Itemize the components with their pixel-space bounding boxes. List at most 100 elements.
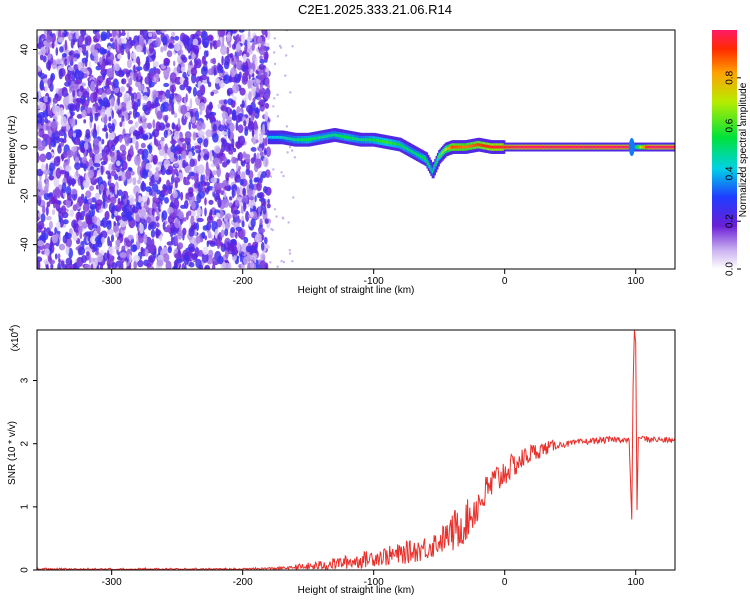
noise-cell [135,57,139,64]
noise-cell [78,35,82,47]
snr-frame [36,329,676,571]
noise-cell [227,128,231,139]
noise-cell [179,84,186,91]
noise-cell [184,200,189,209]
noise-cell [239,186,242,197]
noise-dot [270,227,273,231]
noise-cell [70,188,78,195]
noise-cell [206,35,214,41]
noise-cell [129,145,134,156]
noise-cell [113,221,116,227]
noise-cell [259,218,263,226]
noise-cell [65,257,73,266]
ridge-band [267,128,675,179]
noise-cell [75,30,79,40]
noise-cell [45,180,50,189]
noise-cell [77,219,82,226]
noise-cell [247,39,251,49]
noise-cell [159,93,163,103]
noise-cell [205,187,210,194]
noise-cell [46,216,52,221]
noise-cell [90,235,98,244]
noise-cell [88,209,92,221]
noise-cell [223,262,231,269]
noise-cell [97,125,100,136]
noise-cell [51,40,55,49]
noise-cell [211,65,214,76]
noise-cell [209,150,213,162]
noise-cell [67,176,73,187]
noise-cell [255,92,261,98]
noise-cell [41,140,46,150]
noise-cell [245,70,250,77]
noise-cell [215,195,221,201]
noise-cell [124,134,131,145]
noise-cell [264,137,268,146]
noise-cell [254,158,262,169]
noise-cell [190,67,198,76]
noise-cell [180,66,186,73]
noise-cell [110,196,117,205]
noise-cell [208,101,213,112]
noise-cell [264,78,270,86]
noise-cell [224,185,230,191]
noise-cell [80,30,85,36]
noise-dot [273,208,277,211]
noise-cell [183,180,191,186]
noise-cell [260,128,266,136]
noise-cell [37,256,43,263]
noise-cell [49,162,56,172]
noise-dot [285,125,289,128]
noise-cell [252,136,256,145]
noise-cell [75,168,79,177]
noise-cell [148,189,153,196]
noise-cell [126,31,130,40]
noise-cell [238,30,245,33]
noise-cell [200,30,208,41]
noise-cell [121,171,127,183]
noise-cell [140,246,144,253]
noise-cell [96,80,102,86]
noise-cell [188,171,195,177]
noise-cell [236,60,244,71]
noise-cell [258,63,265,70]
noise-cell [264,111,269,122]
noise-cell [142,168,148,179]
noise-cell [204,148,208,153]
noise-cell [86,251,90,256]
noise-dot [272,105,275,108]
noise-cell [200,150,205,158]
noise-cell [228,242,235,252]
noise-cell [177,50,182,56]
noise-cell [66,124,71,131]
noise-dot [275,215,278,218]
noise-cell [174,218,181,229]
noise-cell [98,87,103,96]
noise-cell [156,259,164,267]
noise-cell [151,131,156,137]
noise-cell [242,152,246,158]
noise-cell [198,190,205,199]
noise-cell [162,221,166,230]
noise-cell [107,172,112,180]
noise-cell [108,138,112,148]
noise-cell [236,242,241,252]
y-tick-label: 0 [20,567,31,573]
noise-dot [278,44,282,48]
noise-cell [40,163,46,172]
noise-cell [55,58,63,65]
noise-cell [197,137,203,144]
noise-cell [76,114,83,119]
noise-cell [245,168,251,176]
noise-dot [276,265,279,268]
noise-cell [223,156,228,162]
noise-cell [213,67,216,76]
noise-cell [93,163,101,168]
noise-cell [211,170,217,176]
noise-dot [276,93,279,97]
noise-cell [192,86,197,97]
noise-cell [104,60,110,66]
noise-cell [153,94,156,100]
noise-dot [292,196,295,199]
